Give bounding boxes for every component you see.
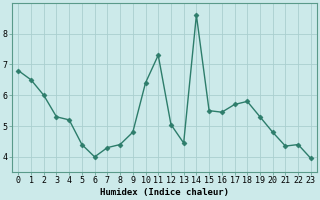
X-axis label: Humidex (Indice chaleur): Humidex (Indice chaleur) [100, 188, 229, 197]
